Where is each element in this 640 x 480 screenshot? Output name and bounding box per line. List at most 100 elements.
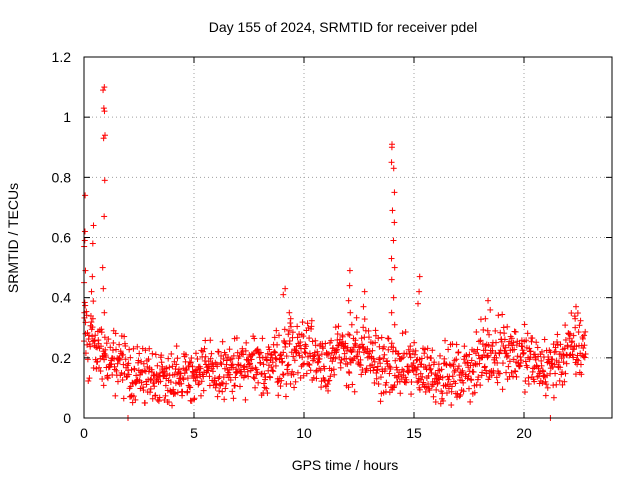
data-point	[538, 362, 545, 369]
data-point	[561, 345, 568, 352]
data-point	[179, 375, 186, 382]
data-point	[573, 343, 580, 350]
data-point	[288, 349, 295, 356]
data-point	[172, 380, 179, 387]
data-point	[557, 364, 564, 371]
data-point	[89, 324, 96, 331]
data-point	[572, 324, 579, 331]
data-point	[485, 297, 492, 304]
data-point	[118, 369, 125, 376]
data-point	[549, 356, 556, 363]
grid	[84, 57, 612, 418]
data-point	[487, 306, 494, 313]
data-point	[532, 356, 539, 363]
data-point	[534, 344, 541, 351]
y-tick-label: 0.2	[52, 350, 72, 366]
data-point	[512, 328, 519, 335]
data-point	[410, 360, 417, 367]
data-point	[272, 349, 279, 356]
data-point	[430, 393, 437, 400]
data-point	[107, 344, 114, 351]
data-point	[421, 346, 428, 353]
data-point	[426, 362, 433, 369]
data-point	[130, 345, 137, 352]
data-point	[525, 380, 532, 387]
data-point	[291, 384, 298, 391]
data-point	[391, 321, 398, 328]
data-point	[200, 387, 207, 394]
data-point	[122, 342, 129, 349]
data-point	[481, 363, 488, 370]
data-point	[380, 355, 387, 362]
data-point	[357, 362, 364, 369]
data-point	[318, 378, 325, 385]
data-point	[385, 335, 392, 342]
data-point	[394, 351, 401, 358]
data-point	[508, 335, 515, 342]
data-point	[184, 375, 191, 382]
data-point	[499, 311, 506, 318]
data-point	[297, 374, 304, 381]
data-point	[382, 365, 389, 372]
data-point	[281, 339, 288, 346]
data-point	[351, 388, 358, 395]
data-point	[494, 359, 501, 366]
data-point	[569, 338, 576, 345]
data-point	[277, 383, 284, 390]
data-point	[570, 354, 577, 361]
y-tick-label: 0	[63, 410, 71, 426]
data-point	[108, 360, 115, 367]
data-point	[453, 356, 460, 363]
data-point	[425, 385, 432, 392]
data-point	[492, 327, 499, 334]
data-point	[102, 346, 109, 353]
data-point	[552, 370, 559, 377]
data-point	[292, 378, 299, 385]
data-point	[196, 369, 203, 376]
data-point	[406, 350, 413, 357]
data-point	[522, 378, 529, 385]
data-point	[393, 364, 400, 371]
data-point	[149, 350, 156, 357]
data-point	[217, 359, 224, 366]
data-point	[493, 339, 500, 346]
data-point	[91, 337, 98, 344]
data-point	[375, 381, 382, 388]
y-tick-label: 0.8	[52, 169, 72, 185]
data-point	[352, 342, 359, 349]
data-point	[194, 356, 201, 363]
data-point	[120, 351, 127, 358]
data-point	[338, 356, 345, 363]
data-point	[242, 396, 249, 403]
data-point	[158, 352, 165, 359]
data-point	[482, 315, 489, 322]
data-point	[257, 360, 264, 367]
data-point	[267, 351, 274, 358]
data-point	[126, 346, 133, 353]
data-point	[325, 350, 332, 357]
data-point	[276, 332, 283, 339]
data-point	[327, 355, 334, 362]
data-point	[388, 144, 395, 151]
data-point	[230, 352, 237, 359]
data-point	[114, 360, 121, 367]
data-point	[253, 366, 260, 373]
data-point	[100, 135, 107, 142]
data-point	[414, 379, 421, 386]
data-point	[465, 373, 472, 380]
data-point	[560, 359, 567, 366]
data-point	[184, 388, 191, 395]
data-point	[391, 219, 398, 226]
data-point	[372, 339, 379, 346]
data-point	[535, 365, 542, 372]
data-point	[405, 346, 412, 353]
data-point	[269, 359, 276, 366]
data-point	[205, 367, 212, 374]
data-point	[498, 338, 505, 345]
data-point	[100, 87, 107, 94]
data-point	[130, 393, 137, 400]
data-point	[260, 361, 267, 368]
data-point	[174, 389, 181, 396]
data-point	[254, 369, 261, 376]
data-point	[296, 352, 303, 359]
